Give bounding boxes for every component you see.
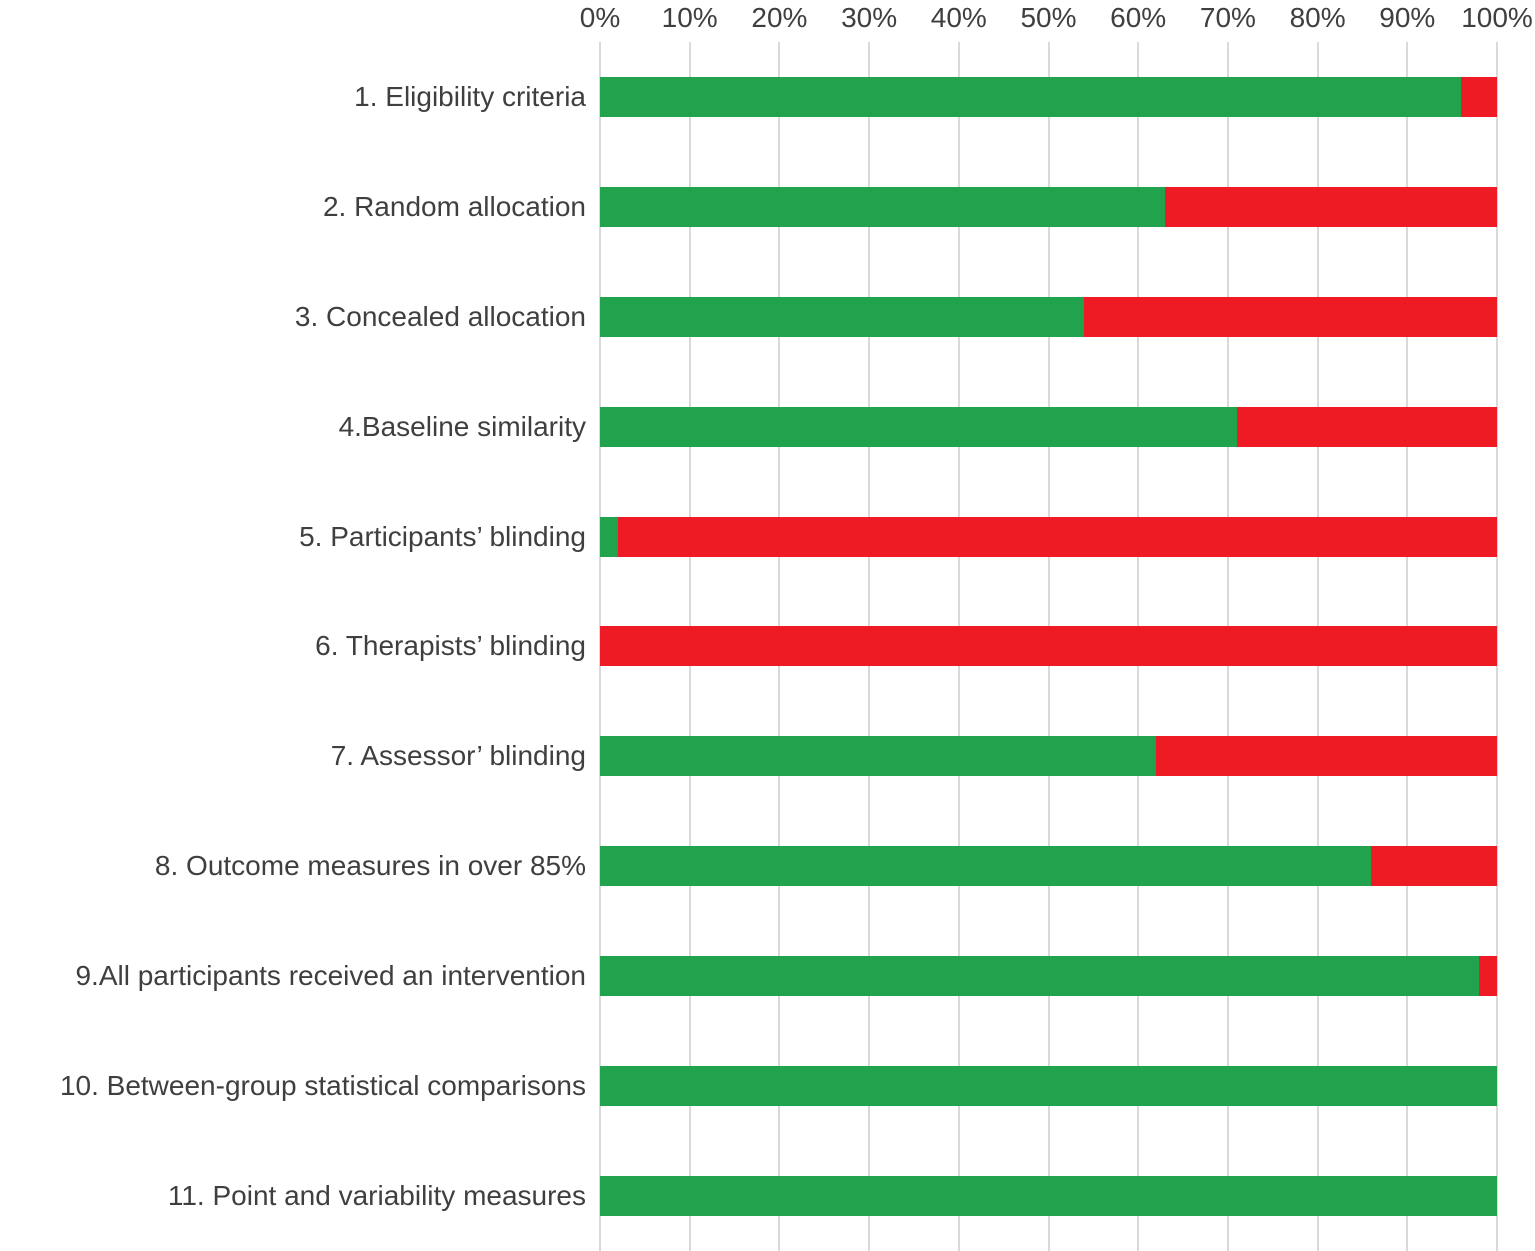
category-label: 10. Between-group statistical comparison… xyxy=(59,1070,586,1102)
category-label: 9.All participants received an intervent… xyxy=(75,960,586,992)
x-axis-tick-label: 20% xyxy=(751,2,808,33)
bar-track xyxy=(600,406,1497,447)
bar-track xyxy=(600,76,1497,117)
bar-segment-green xyxy=(600,846,1372,887)
x-axis-tick-label: 90% xyxy=(1379,2,1436,33)
bar-row: 1. Eligibility criteria xyxy=(0,42,1497,152)
bar-segment-green xyxy=(600,736,1157,777)
bar-row: 6. Therapists’ blinding xyxy=(0,592,1497,702)
bar-row: 10. Between-group statistical comparison… xyxy=(0,1031,1497,1141)
x-axis-tick-label: 100% xyxy=(1461,2,1533,33)
gridline xyxy=(1496,42,1498,1251)
bar-track xyxy=(600,296,1497,337)
bar-row: 8. Outcome measures in over 85% xyxy=(0,811,1497,921)
category-label: 3. Concealed allocation xyxy=(294,300,586,332)
bar-segment-green xyxy=(600,296,1085,337)
bar-track xyxy=(600,736,1497,777)
bar-row: 4.Baseline similarity xyxy=(0,372,1497,482)
x-axis-tick-label: 50% xyxy=(1020,2,1077,33)
bar-track xyxy=(600,846,1497,887)
x-axis-tick-label: 0% xyxy=(579,2,621,33)
bar-track xyxy=(600,626,1497,667)
bar-track xyxy=(600,1066,1497,1107)
x-axis-tick-label: 60% xyxy=(1110,2,1167,33)
bar-segment-red xyxy=(1156,736,1497,777)
bar-segment-green xyxy=(600,186,1166,227)
bar-row: 3. Concealed allocation xyxy=(0,262,1497,372)
bar-row: 11. Point and variability measures xyxy=(0,1141,1497,1251)
bar-row: 5. Participants’ blinding xyxy=(0,482,1497,592)
category-label: 2. Random allocation xyxy=(322,190,586,222)
category-label: 4.Baseline similarity xyxy=(338,410,586,442)
bar-segment-green xyxy=(600,406,1237,447)
bar-row: 9.All participants received an intervent… xyxy=(0,921,1497,1031)
bar-track xyxy=(600,516,1497,557)
x-axis-tick-label: 70% xyxy=(1199,2,1256,33)
bar-track xyxy=(600,1176,1497,1217)
category-label: 5. Participants’ blinding xyxy=(299,520,586,552)
bar-track xyxy=(600,956,1497,997)
bar-segment-red xyxy=(1236,406,1497,447)
x-axis-tick-label: 30% xyxy=(841,2,898,33)
bar-segment-green xyxy=(600,956,1480,997)
x-axis-tick-label: 40% xyxy=(930,2,987,33)
bar-segment-green xyxy=(600,76,1462,117)
bar-track xyxy=(600,186,1497,227)
category-label: 6. Therapists’ blinding xyxy=(315,630,586,662)
category-label: 11. Point and variability measures xyxy=(167,1180,586,1212)
bar-row: 7. Assessor’ blinding xyxy=(0,701,1497,811)
category-label: 8. Outcome measures in over 85% xyxy=(154,850,586,882)
bar-segment-green xyxy=(600,516,618,557)
chart-rows: 1. Eligibility criteria 2. Random allocat… xyxy=(0,42,1497,1251)
bar-segment-red xyxy=(1371,846,1497,887)
x-axis-ticks: 0% 10% 20% 30% 40% 50% 60% 70% 80% 90% 100% xyxy=(580,0,1533,40)
bar-segment-red xyxy=(1461,76,1497,117)
bar-segment-red xyxy=(600,626,1497,667)
bar-segment-red xyxy=(1165,186,1497,227)
bar-segment-red xyxy=(1084,296,1497,337)
bar-segment-green xyxy=(600,1066,1497,1107)
bar-segment-red xyxy=(617,516,1497,557)
bar-segment-red xyxy=(1479,956,1497,997)
category-label: 7. Assessor’ blinding xyxy=(330,740,586,772)
bar-row: 2. Random allocation xyxy=(0,152,1497,262)
x-axis-tick-label: 80% xyxy=(1289,2,1346,33)
bar-segment-green xyxy=(600,1176,1497,1217)
x-axis-tick-label: 10% xyxy=(661,2,718,33)
category-label: 1. Eligibility criteria xyxy=(354,80,586,112)
